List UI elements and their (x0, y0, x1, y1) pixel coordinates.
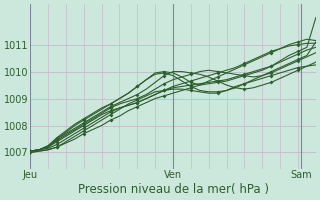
X-axis label: Pression niveau de la mer( hPa ): Pression niveau de la mer( hPa ) (77, 183, 268, 196)
